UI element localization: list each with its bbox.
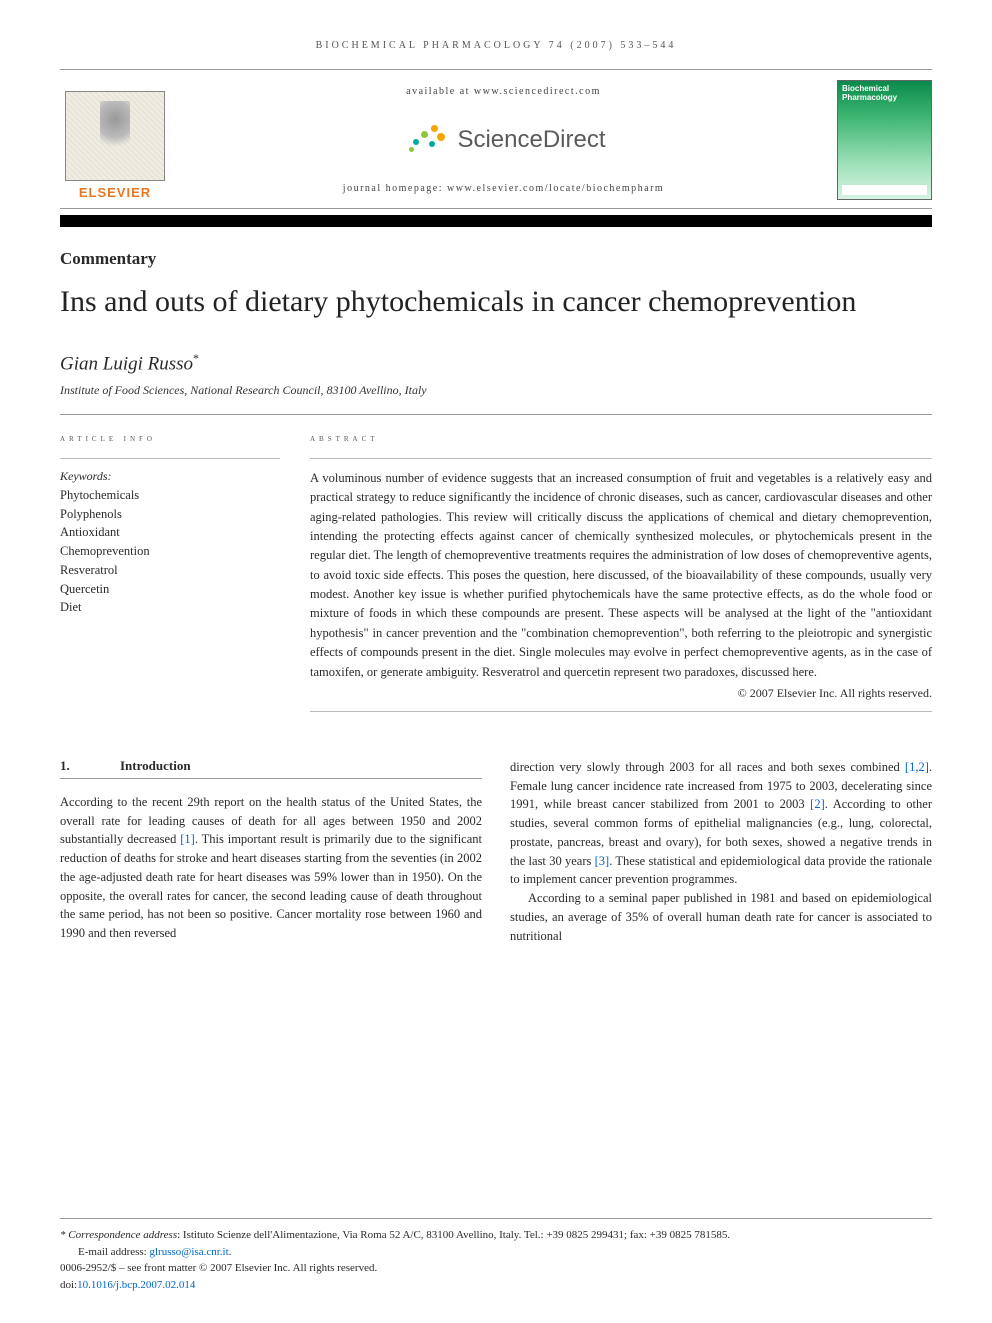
article-info-heading: article info	[60, 433, 280, 444]
keyword: Quercetin	[60, 580, 280, 599]
info-rule	[60, 458, 280, 459]
author-text: Gian Luigi Russo	[60, 353, 193, 374]
keyword: Chemoprevention	[60, 542, 280, 561]
keyword: Diet	[60, 598, 280, 617]
section-1-heading: 1.Introduction	[60, 758, 482, 779]
elsevier-tree-icon	[65, 91, 165, 181]
article-info-column: article info Keywords: Phytochemicals Po…	[60, 433, 280, 722]
body-paragraph: According to the recent 29th report on t…	[60, 793, 482, 943]
citation-link[interactable]: [1]	[180, 832, 195, 846]
section-title: Introduction	[120, 758, 191, 773]
keyword: Phytochemicals	[60, 486, 280, 505]
section-number: 1.	[60, 758, 120, 774]
body-column-right: direction very slowly through 2003 for a…	[510, 758, 932, 946]
sciencedirect-swirl-icon	[401, 121, 449, 159]
correspondence-line: * Correspondence address: Istituto Scien…	[60, 1227, 932, 1244]
page-footer: * Correspondence address: Istituto Scien…	[60, 1218, 932, 1293]
body-column-left: 1.Introduction According to the recent 2…	[60, 758, 482, 946]
citation-link[interactable]: [1,2]	[905, 760, 929, 774]
doi-line: doi:10.1016/j.bcp.2007.02.014	[60, 1277, 932, 1294]
sciencedirect-text: ScienceDirect	[457, 126, 605, 154]
affiliation: Institute of Food Sciences, National Res…	[60, 383, 932, 398]
corr-label: * Correspondence address	[60, 1229, 177, 1241]
abstract-heading: abstract	[310, 433, 932, 444]
journal-homepage-line: journal homepage: www.elsevier.com/locat…	[343, 183, 664, 194]
abstract-column: abstract A voluminous number of evidence…	[310, 433, 932, 722]
elsevier-logo: ELSEVIER	[60, 80, 170, 200]
journal-cover-thumbnail: Biochemical Pharmacology	[837, 80, 932, 200]
body-paragraph: direction very slowly through 2003 for a…	[510, 758, 932, 889]
available-at-line: available at www.sciencedirect.com	[406, 86, 601, 97]
abstract-copyright: © 2007 Elsevier Inc. All rights reserved…	[310, 686, 932, 701]
email-label: E-mail address:	[78, 1246, 149, 1258]
citation-link[interactable]: [3]	[595, 854, 610, 868]
rule-above-abstract	[60, 414, 932, 415]
article-title: Ins and outs of dietary phytochemicals i…	[60, 283, 932, 321]
doi-link[interactable]: 10.1016/j.bcp.2007.02.014	[77, 1279, 195, 1291]
keyword: Resveratrol	[60, 561, 280, 580]
keyword: Polyphenols	[60, 505, 280, 524]
cover-footer	[842, 185, 927, 195]
text-run: According to a seminal paper published i…	[510, 889, 932, 945]
citation-link[interactable]: [2]	[810, 797, 825, 811]
body-columns: 1.Introduction According to the recent 2…	[60, 758, 932, 946]
article-type: Commentary	[60, 249, 932, 269]
header-center: available at www.sciencedirect.com Scien…	[182, 80, 825, 200]
author-marker: *	[193, 351, 199, 365]
body-paragraph: According to a seminal paper published i…	[510, 889, 932, 945]
keywords-label: Keywords:	[60, 469, 280, 484]
info-abstract-row: article info Keywords: Phytochemicals Po…	[60, 433, 932, 722]
email-link[interactable]: glrusso@isa.cnr.it	[149, 1246, 228, 1258]
elsevier-wordmark: ELSEVIER	[79, 185, 151, 200]
abstract-rule-top	[310, 458, 932, 459]
author-name: Gian Luigi Russo*	[60, 351, 932, 375]
cover-title: Biochemical Pharmacology	[842, 85, 927, 103]
abstract-text: A voluminous number of evidence suggests…	[310, 469, 932, 682]
keyword: Antioxidant	[60, 523, 280, 542]
abstract-rule-bottom	[310, 711, 932, 712]
running-head: BIOCHEMICAL PHARMACOLOGY 74 (2007) 533–5…	[60, 40, 932, 51]
keywords-list: Phytochemicals Polyphenols Antioxidant C…	[60, 486, 280, 617]
text-run: direction very slowly through 2003 for a…	[510, 760, 905, 774]
sciencedirect-logo: ScienceDirect	[401, 121, 605, 159]
header-black-bar	[60, 215, 932, 227]
email-line: E-mail address: glrusso@isa.cnr.it.	[60, 1244, 932, 1261]
doi-label: doi:	[60, 1279, 77, 1291]
journal-header: ELSEVIER available at www.sciencedirect.…	[60, 69, 932, 209]
text-run: . This important result is primarily due…	[60, 832, 482, 940]
issn-line: 0006-2952/$ – see front matter © 2007 El…	[60, 1260, 932, 1277]
corr-text: : Istituto Scienze dell'Alimentazione, V…	[177, 1229, 730, 1241]
